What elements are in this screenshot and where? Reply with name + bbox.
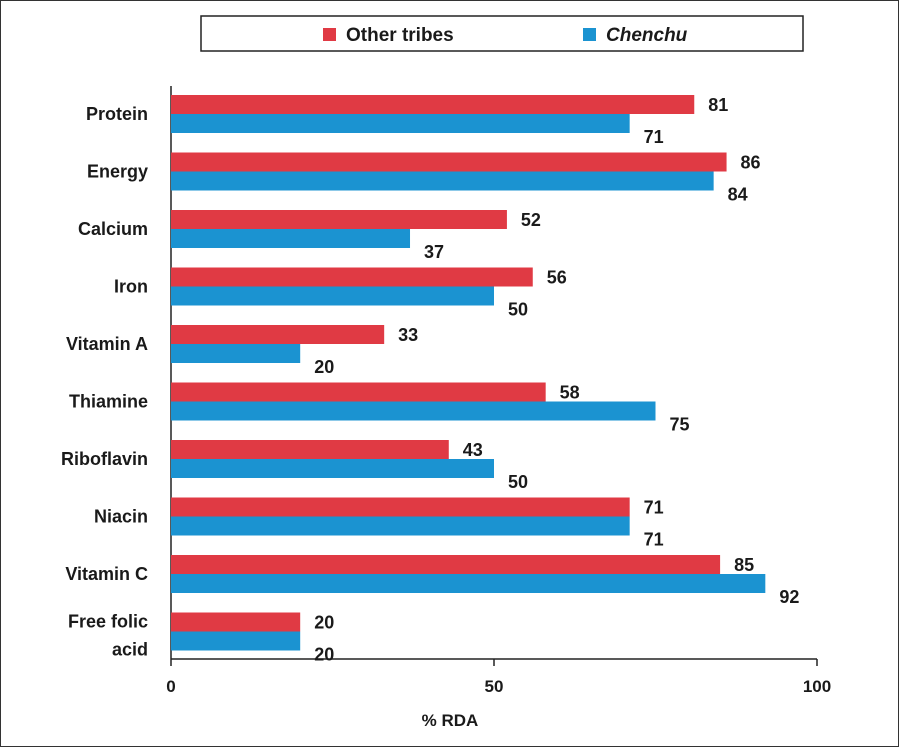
bar-chenchu-niacin (171, 516, 630, 536)
data-label-chenchu-free-folic-acid: 20 (314, 645, 334, 665)
category-label-iron: Iron (114, 277, 148, 297)
data-label-other-tribes-thiamine: 58 (560, 383, 580, 403)
x-axis-label: % RDA (422, 711, 479, 730)
data-label-chenchu-riboflavin: 50 (508, 472, 528, 492)
data-label-other-tribes-vitamin-c: 85 (734, 555, 754, 575)
data-label-chenchu-protein: 71 (644, 127, 664, 147)
data-label-other-tribes-riboflavin: 43 (463, 440, 483, 460)
data-label-chenchu-calcium: 37 (424, 242, 444, 262)
bar-other-tribes-vitamin-c (171, 555, 721, 574)
category-label-protein: Protein (86, 104, 148, 124)
legend: Other tribes Chenchu (200, 15, 804, 52)
category-label-vitamin-c: Vitamin C (65, 564, 148, 584)
bar-chenchu-vitamin-a (171, 344, 301, 363)
data-label-other-tribes-free-folic-acid: 20 (314, 613, 334, 633)
legend-swatch-chenchu (583, 28, 596, 41)
data-label-chenchu-vitamin-a: 20 (314, 357, 334, 377)
category-label-calcium: Calcium (78, 219, 148, 239)
bar-chenchu-iron (171, 286, 494, 306)
x-tick-label: 100 (803, 677, 831, 696)
data-label-other-tribes-calcium: 52 (521, 210, 541, 230)
legend-swatch-other-tribes (323, 28, 336, 41)
bar-other-tribes-niacin (171, 497, 630, 517)
bar-chenchu-thiamine (171, 401, 656, 421)
legend-label-chenchu: Chenchu (606, 25, 688, 46)
category-label-energy: Energy (87, 162, 148, 182)
data-label-other-tribes-iron: 56 (547, 268, 567, 288)
category-label-thiamine: Thiamine (69, 392, 148, 412)
data-label-other-tribes-vitamin-a: 33 (398, 325, 418, 345)
bar-chenchu-protein (171, 114, 630, 133)
category-label-free-folic-acid-line1: Free folic (68, 612, 148, 632)
bar-other-tribes-riboflavin (171, 440, 449, 459)
category-label-riboflavin: Riboflavin (61, 449, 148, 469)
data-label-other-tribes-energy: 86 (741, 153, 761, 173)
plot-area: 0 50 100 81 71 Protein 86 84 Energy 52 37 Calcium 56… (61, 86, 831, 696)
bar-chenchu-riboflavin (171, 459, 494, 478)
bar-other-tribes-iron (171, 267, 533, 287)
data-label-chenchu-thiamine: 75 (670, 415, 690, 435)
bar-other-tribes-protein (171, 95, 695, 114)
data-label-other-tribes-niacin: 71 (644, 498, 664, 518)
legend-box (200, 15, 804, 52)
category-label-vitamin-a: Vitamin A (66, 334, 148, 354)
bar-other-tribes-vitamin-a (171, 325, 385, 344)
data-label-other-tribes-protein: 81 (708, 95, 728, 115)
data-label-chenchu-energy: 84 (728, 185, 748, 205)
bar-chenchu-energy (171, 171, 714, 191)
bar-other-tribes-thiamine (171, 382, 546, 402)
bar-other-tribes-energy (171, 152, 727, 172)
bar-chenchu-calcium (171, 229, 411, 248)
x-tick-label: 50 (485, 677, 504, 696)
category-label-free-folic-acid-line2: acid (112, 640, 148, 660)
category-label-niacin: Niacin (94, 507, 148, 527)
bar-chenchu-free-folic-acid (171, 631, 301, 651)
bar-other-tribes-free-folic-acid (171, 612, 301, 632)
data-label-chenchu-niacin: 71 (644, 530, 664, 550)
bar-chenchu-vitamin-c (171, 574, 766, 593)
data-label-chenchu-iron: 50 (508, 300, 528, 320)
x-tick-label: 0 (166, 677, 175, 696)
legend-label-other-tribes: Other tribes (346, 25, 454, 46)
bar-other-tribes-calcium (171, 210, 507, 229)
data-label-chenchu-vitamin-c: 92 (779, 587, 799, 607)
